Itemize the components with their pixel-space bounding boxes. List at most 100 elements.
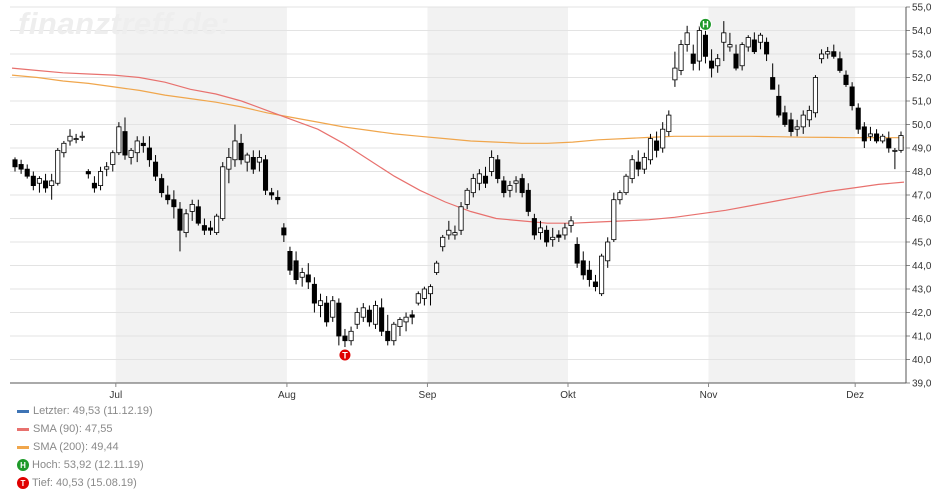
candle-up — [599, 255, 605, 295]
candle-up — [476, 173, 482, 184]
y-tick-label: 51,0 — [912, 97, 932, 108]
candle-up — [67, 135, 73, 142]
candle-down — [580, 260, 586, 276]
candle-up — [819, 53, 825, 60]
legend-sma90-text: SMA (90): 47,55 — [33, 423, 113, 435]
candle-down — [586, 269, 592, 281]
candle-up — [880, 135, 886, 142]
candle-down — [201, 225, 207, 231]
candle-down — [635, 161, 641, 170]
candle-down — [702, 34, 709, 57]
candle-down — [544, 229, 550, 243]
legend-item-high: H Hoch: 53,92 (12.11.19) — [17, 456, 153, 474]
candle-up — [98, 171, 104, 187]
candle-up — [825, 51, 831, 55]
candle-down — [776, 95, 782, 116]
candle-up — [360, 307, 366, 318]
y-tick-label: 49,0 — [912, 144, 932, 155]
candle-down — [709, 60, 715, 69]
candle-up — [660, 128, 666, 149]
legend-item-last: Letzter: 49,53 (11.12.19) — [17, 402, 153, 420]
candle-up — [629, 159, 635, 179]
candle-down — [311, 283, 317, 304]
candle-up — [800, 114, 806, 128]
candle-up — [110, 152, 116, 165]
candle-up — [348, 330, 354, 342]
sma200-line — [11, 74, 904, 144]
candle-down — [519, 178, 525, 194]
candle-up — [715, 58, 721, 67]
candle-down — [269, 192, 275, 196]
low-marker-circle — [338, 348, 352, 362]
candle-down — [531, 218, 537, 236]
candle-down — [751, 39, 757, 53]
candle-down — [171, 199, 177, 208]
candle-down — [238, 142, 244, 161]
candle-down — [574, 243, 580, 264]
candle-down — [690, 53, 696, 64]
candle-up — [611, 199, 617, 241]
candle-down — [122, 131, 128, 156]
candle-down — [146, 147, 152, 161]
candle-up — [183, 213, 189, 234]
candle-down — [305, 274, 311, 283]
candle-down — [886, 138, 892, 149]
candle-down — [43, 180, 49, 189]
candle-up — [458, 206, 464, 231]
candle-up — [128, 149, 134, 158]
candle-down — [18, 164, 24, 170]
candle-down — [195, 206, 201, 224]
candle-up — [605, 241, 611, 262]
candle-up — [507, 185, 513, 191]
candle-up — [666, 114, 672, 132]
candle-up — [550, 236, 556, 241]
candle-down — [159, 178, 165, 194]
y-tick-label: 54,0 — [912, 26, 932, 37]
legend-low-text: Tief: 40,53 (15.08.19) — [32, 477, 137, 489]
candle-down — [85, 171, 91, 175]
candle-up — [55, 149, 61, 184]
candle-down — [733, 53, 739, 69]
candle-up — [79, 135, 85, 138]
candle-down — [501, 180, 507, 194]
candle-up — [226, 156, 232, 170]
candle-down — [409, 314, 415, 318]
low-marker-icon: T — [17, 477, 29, 489]
candle-down — [525, 189, 531, 212]
candle-up — [647, 138, 654, 161]
y-tick-label: 48,0 — [912, 167, 932, 178]
candle-up — [220, 166, 226, 219]
candle-up — [446, 229, 452, 236]
legend-last-text: Letzter: 49,53 (11.12.19) — [33, 405, 153, 417]
candle-down — [165, 194, 171, 201]
candle-up — [617, 192, 623, 201]
watermark-logo: finanztreff.de: — [18, 6, 230, 41]
candle-up — [134, 140, 140, 154]
candle-up — [672, 67, 678, 81]
x-tick-label-Aug: Aug — [278, 390, 296, 401]
candle-up — [403, 316, 409, 323]
candle-up — [806, 110, 812, 121]
candle-up — [427, 286, 434, 295]
candle-down — [287, 250, 293, 271]
x-tick-label-Nov: Nov — [700, 390, 718, 401]
candle-down — [262, 159, 269, 191]
candle-up — [397, 319, 403, 327]
y-tick-label: 42,0 — [912, 308, 932, 319]
candle-down — [556, 234, 562, 238]
candle-down — [837, 58, 843, 71]
candle-down — [843, 74, 849, 85]
candle-down — [30, 175, 36, 186]
sma90-swatch — [17, 427, 29, 431]
candle-down — [855, 107, 861, 130]
candle-up — [49, 180, 55, 186]
candle-down — [788, 119, 794, 132]
candle-down — [770, 77, 776, 90]
candle-up — [898, 135, 904, 151]
sma90-line — [11, 67, 905, 224]
candle-down — [91, 182, 97, 189]
y-tick-label: 45,0 — [912, 238, 932, 249]
candle-up — [421, 288, 427, 299]
legend-high-text: Hoch: 53,92 (12.11.19) — [32, 459, 144, 471]
candle-down — [324, 302, 330, 323]
